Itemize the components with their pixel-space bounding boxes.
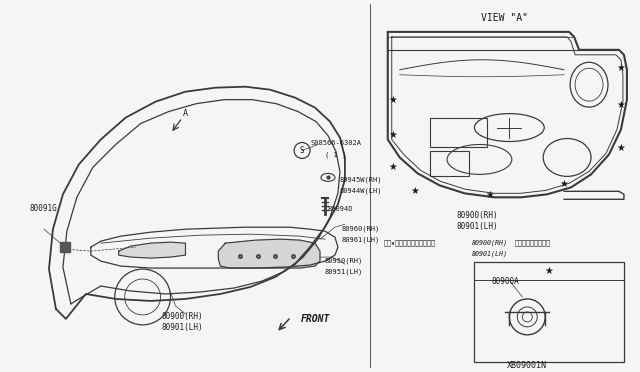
Bar — [429, 151, 470, 176]
Text: 80951(LH): 80951(LH) — [325, 269, 364, 275]
Text: 80900(RH): 80900(RH) — [162, 312, 204, 321]
Text: の構成を示します。: の構成を示します。 — [515, 239, 550, 246]
Text: 80960(RH): 80960(RH) — [342, 226, 380, 232]
Text: ★: ★ — [616, 100, 625, 110]
Text: ★: ★ — [388, 129, 397, 140]
Bar — [60, 242, 70, 252]
Text: 注）★印の部品は部品コード: 注）★印の部品は部品コード — [384, 239, 436, 246]
Text: 80900(RH): 80900(RH) — [456, 211, 499, 220]
Text: 80094D: 80094D — [328, 206, 353, 212]
Text: ★: ★ — [485, 190, 494, 200]
Text: 80091G: 80091G — [29, 204, 57, 213]
Text: ( 1 ): ( 1 ) — [325, 151, 346, 158]
Text: ★: ★ — [560, 179, 568, 189]
Bar — [429, 118, 488, 147]
Text: A: A — [182, 109, 188, 118]
Text: 80901(LH): 80901(LH) — [472, 250, 508, 257]
Text: S: S — [300, 146, 305, 155]
Text: ★: ★ — [616, 142, 625, 153]
Text: 80900A: 80900A — [492, 277, 519, 286]
Text: ★: ★ — [616, 63, 625, 73]
Text: 80901(LH): 80901(LH) — [162, 323, 204, 332]
Text: XB09001N: XB09001N — [508, 361, 547, 370]
Text: 80950(RH): 80950(RH) — [325, 258, 364, 264]
Text: ★: ★ — [410, 186, 419, 196]
Text: ★: ★ — [388, 94, 397, 105]
Text: S08566-6302A: S08566-6302A — [310, 140, 361, 145]
Text: ★: ★ — [545, 266, 554, 276]
Text: FRONT: FRONT — [301, 314, 330, 324]
Text: ★: ★ — [388, 163, 397, 172]
Text: 80901(LH): 80901(LH) — [456, 222, 499, 231]
Text: VIEW "A": VIEW "A" — [481, 13, 528, 23]
Text: 80961(LH): 80961(LH) — [342, 237, 380, 243]
Text: 80944W(LH): 80944W(LH) — [340, 187, 383, 193]
Polygon shape — [218, 239, 320, 268]
Text: 80945W(RH): 80945W(RH) — [340, 176, 383, 183]
Polygon shape — [118, 242, 186, 258]
Bar — [474, 262, 624, 362]
Text: 80900(RH): 80900(RH) — [472, 239, 508, 246]
